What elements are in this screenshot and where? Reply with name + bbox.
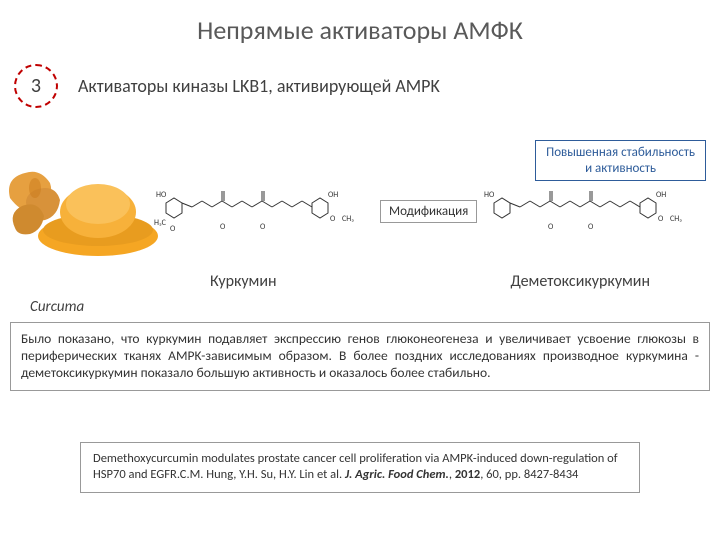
curcuma-genus-label: Curcuma [30, 298, 84, 316]
svg-text:O: O [658, 214, 664, 224]
turmeric-image [0, 148, 170, 258]
svg-text:O: O [170, 224, 176, 234]
demethoxycurcumin-structure: HO O O OH O CH₃ [478, 185, 708, 235]
svg-text:HO: HO [156, 190, 167, 200]
svg-text:O: O [260, 222, 266, 232]
svg-text:OH: OH [656, 190, 666, 200]
description-paragraph: Было показано, что куркумин подавляет эк… [10, 322, 710, 391]
stability-callout: Повышенная стабильность и активность [535, 140, 706, 181]
svg-text:CH₃: CH₃ [670, 214, 682, 224]
svg-text:HO: HO [484, 190, 495, 200]
reference-year: 2012 [455, 467, 480, 482]
stability-line1: Повышенная стабильность [546, 145, 695, 160]
reference-journal: J. Agric. Food Chem. [345, 467, 449, 482]
svg-text:O: O [220, 222, 226, 232]
svg-text:O: O [548, 222, 554, 232]
reference-citation: Demethoxycurcumin modulates prostate can… [80, 442, 640, 493]
page-title: Непрямые активаторы АМФК [0, 0, 720, 46]
curcumin-label: Куркумин [210, 272, 277, 291]
section-number-badge: 3 [14, 64, 58, 108]
svg-text:CH₃: CH₃ [342, 214, 354, 224]
section-subtitle: Активаторы киназы LKB1, активирующей AMP… [78, 75, 440, 97]
curcumin-structure: HO H₃C O O O OH O CH₃ [150, 185, 380, 235]
svg-text:OH: OH [328, 190, 338, 200]
stability-line2: и активность [585, 161, 656, 176]
svg-text:O: O [588, 222, 594, 232]
svg-text:O: O [330, 214, 336, 224]
svg-text:H₃C: H₃C [154, 218, 167, 228]
modification-label: Модификация [380, 200, 477, 223]
demethoxycurcumin-label: Деметоксикуркумин [510, 272, 650, 291]
section-header: 3 Активаторы киназы LKB1, активирующей A… [14, 64, 720, 108]
reference-pages: , 60, pp. 8427-8434 [480, 467, 578, 482]
